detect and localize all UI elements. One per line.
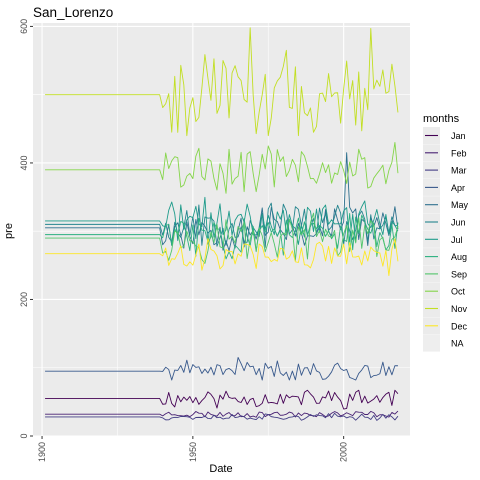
y-tick-label: 400 xyxy=(19,155,29,170)
series-line-mar xyxy=(45,412,399,421)
legend: months Jan Feb Mar Apr May Jun Jul Aug Sep Oct Nov… xyxy=(423,113,469,352)
legend-label: Sep xyxy=(451,269,467,279)
series-line-dec xyxy=(45,238,399,277)
legend-label: Jan xyxy=(451,131,466,141)
legend-title: months xyxy=(423,113,460,125)
y-axis: pre 0 200 400 600 xyxy=(3,19,33,439)
legend-label: Mar xyxy=(451,166,467,176)
series-line-apr xyxy=(45,357,398,381)
series-group xyxy=(45,27,399,421)
legend-label: Dec xyxy=(451,321,468,331)
legend-label: Jun xyxy=(451,218,466,228)
x-tick-label: 2000 xyxy=(339,442,349,462)
x-tick-label: 1900 xyxy=(37,442,47,462)
legend-key-na xyxy=(423,334,440,352)
legend-label: May xyxy=(451,200,469,210)
series-line-sep xyxy=(45,212,399,264)
series-line-feb xyxy=(45,410,399,418)
legend-label: Jul xyxy=(451,235,463,245)
legend-label: Feb xyxy=(451,148,467,158)
y-tick-label: 0 xyxy=(19,433,29,438)
y-axis-label: pre xyxy=(3,223,15,239)
x-axis-label: Date xyxy=(209,463,232,475)
chart-title: San_Lorenzo xyxy=(33,5,113,20)
legend-label: Apr xyxy=(451,183,465,193)
y-tick-label: 200 xyxy=(19,292,29,307)
x-tick-label: 1950 xyxy=(188,442,198,462)
legend-label: Aug xyxy=(451,252,467,262)
legend-label: Oct xyxy=(451,287,466,297)
y-tick-label: 600 xyxy=(19,19,29,34)
series-line-nov xyxy=(45,27,399,137)
series-line-jan xyxy=(45,389,399,410)
legend-label-na: NA xyxy=(451,339,464,349)
x-axis: Date 1900 1950 2000 xyxy=(37,436,349,475)
series-line-oct xyxy=(45,142,399,194)
legend-label: Nov xyxy=(451,304,468,314)
